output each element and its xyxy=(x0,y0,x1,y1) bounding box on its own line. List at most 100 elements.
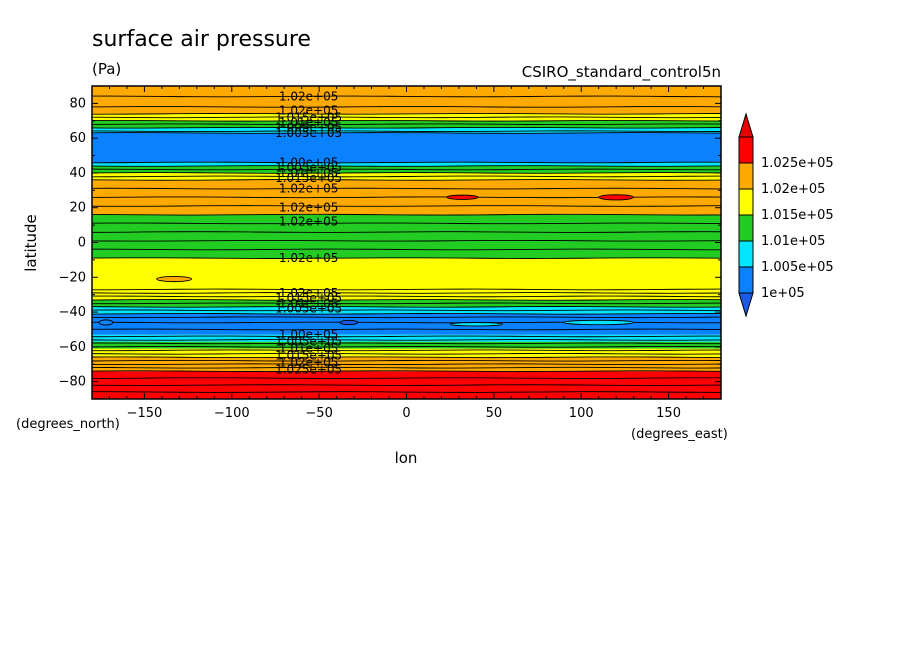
contour-line xyxy=(92,302,721,305)
contour-line xyxy=(92,356,721,359)
contour-label: 1.005e+05 xyxy=(275,126,342,140)
colorbar-label: 1.02e+05 xyxy=(761,182,825,197)
contour-label: 1.015e+05 xyxy=(275,291,342,305)
contour-line xyxy=(92,295,721,298)
contour-line xyxy=(92,370,721,372)
contour-line xyxy=(92,132,721,134)
y-tick-label: 80 xyxy=(69,96,86,111)
x-tick-label: −150 xyxy=(127,406,163,421)
contour-label: 1.005e+05 xyxy=(275,121,342,135)
colorbar-label: 1.025e+05 xyxy=(761,156,834,171)
contour-line xyxy=(92,175,721,178)
contour-label: 1.01e+05 xyxy=(279,116,338,130)
contour-label: 1.02e+05 xyxy=(279,355,338,369)
contour-line xyxy=(92,130,721,133)
contour-line xyxy=(92,126,721,129)
contour-line xyxy=(92,346,721,348)
pressure-band xyxy=(92,127,721,133)
contour-label: 1.00e+05 xyxy=(279,156,338,170)
contour-line xyxy=(92,339,721,341)
contour-line xyxy=(92,123,721,126)
y-tick-label: 60 xyxy=(69,131,86,146)
colorbar-swatch xyxy=(738,162,754,190)
contour-line xyxy=(92,292,721,294)
y-tick-label: −20 xyxy=(59,270,86,285)
pressure-cell xyxy=(449,322,504,327)
contour-line xyxy=(92,116,721,119)
y-tick-label: 0 xyxy=(78,236,86,251)
y-tick-label: −40 xyxy=(59,305,86,320)
colorbar-label: 1.015e+05 xyxy=(761,208,834,223)
contour-line xyxy=(92,309,721,312)
colorbar-label: 1.01e+05 xyxy=(761,234,825,249)
axes: −150 −100 −50 0 50 100 150 −80 −60 −40 −20 0 20 40 60 8… xyxy=(59,85,721,421)
contour-line xyxy=(92,257,721,259)
pressure-band xyxy=(92,258,721,293)
contour-line xyxy=(92,231,721,233)
contour-line xyxy=(92,363,721,366)
contour-line xyxy=(92,172,721,174)
contour-label: 1.02e+05 xyxy=(279,103,338,117)
chart-units: (Pa) xyxy=(92,60,121,78)
contour-line xyxy=(92,352,721,355)
pressure-cell xyxy=(446,194,479,200)
pressure-band xyxy=(92,334,721,342)
contour-line xyxy=(92,377,721,379)
pressure-cell xyxy=(563,319,635,326)
contour-line xyxy=(92,168,721,171)
contour-label: 1.01e+05 xyxy=(279,296,338,310)
contour-label: 1.02e+05 xyxy=(279,182,338,196)
contour-label: 1.005e+05 xyxy=(275,302,342,316)
contour-line xyxy=(92,306,721,308)
dataset-label: CSIRO_standard_control5n xyxy=(522,63,721,82)
colorbar-swatch xyxy=(738,240,754,268)
x-tick-label: 100 xyxy=(569,406,594,421)
colorbar-extend-bottom xyxy=(738,292,754,318)
contour-line xyxy=(92,95,721,98)
colorbar: 1e+05 1.005e+05 1.01e+05 1.015e+05 1.02e+05 1… xyxy=(738,112,834,318)
contour-line xyxy=(92,391,721,393)
y-tick-label: 20 xyxy=(69,201,86,216)
contour-line xyxy=(92,366,721,369)
colorbar-label: 1e+05 xyxy=(761,286,805,301)
contour-label: 1.02e+05 xyxy=(279,215,338,229)
x-tick-label: 0 xyxy=(402,406,410,421)
y-tick-label: −60 xyxy=(59,340,86,355)
colorbar-swatch xyxy=(738,214,754,242)
contour-label: 1.005e+05 xyxy=(275,335,342,349)
colorbar-swatch xyxy=(738,136,754,164)
pressure-band xyxy=(92,214,721,259)
contour-line xyxy=(92,187,721,190)
pressure-band xyxy=(92,162,721,166)
colorbar-swatch xyxy=(738,266,754,294)
colorbar-label: 1.005e+05 xyxy=(761,260,834,275)
contour-line xyxy=(92,328,721,331)
contour-line xyxy=(92,239,721,242)
x-tick-label: 50 xyxy=(486,406,503,421)
contour-label: 1.02e+05 xyxy=(279,89,338,103)
contour-line xyxy=(92,222,721,225)
contour-line xyxy=(92,316,721,319)
chart-title: surface air pressure xyxy=(92,27,311,52)
contour-line xyxy=(92,106,721,108)
pressure-cell xyxy=(98,319,114,326)
contour-line xyxy=(92,359,721,362)
contour-line xyxy=(92,342,721,345)
contour-label: 1.025e+05 xyxy=(275,362,342,376)
pressure-band xyxy=(92,348,721,358)
contour-label: 1.015e+05 xyxy=(275,110,342,124)
contour-label: 1.015e+05 xyxy=(275,349,342,363)
contour-line xyxy=(92,349,721,352)
contour-line xyxy=(92,213,721,216)
contour-label: 1.01e+05 xyxy=(279,342,338,356)
y-axis-label: latitude xyxy=(22,214,40,272)
contour-line xyxy=(92,113,721,115)
x-axis-units: (degrees_east) xyxy=(631,427,728,442)
contour-line xyxy=(92,161,721,164)
contour-line xyxy=(92,312,721,315)
contour-labels: 1.02e+051.02e+051.015e+051.01e+051.005e+… xyxy=(275,89,342,376)
pressure-cell xyxy=(156,275,193,283)
contour-label: 1.00e+05 xyxy=(279,328,338,342)
contour-label: 1.005e+05 xyxy=(275,161,342,175)
